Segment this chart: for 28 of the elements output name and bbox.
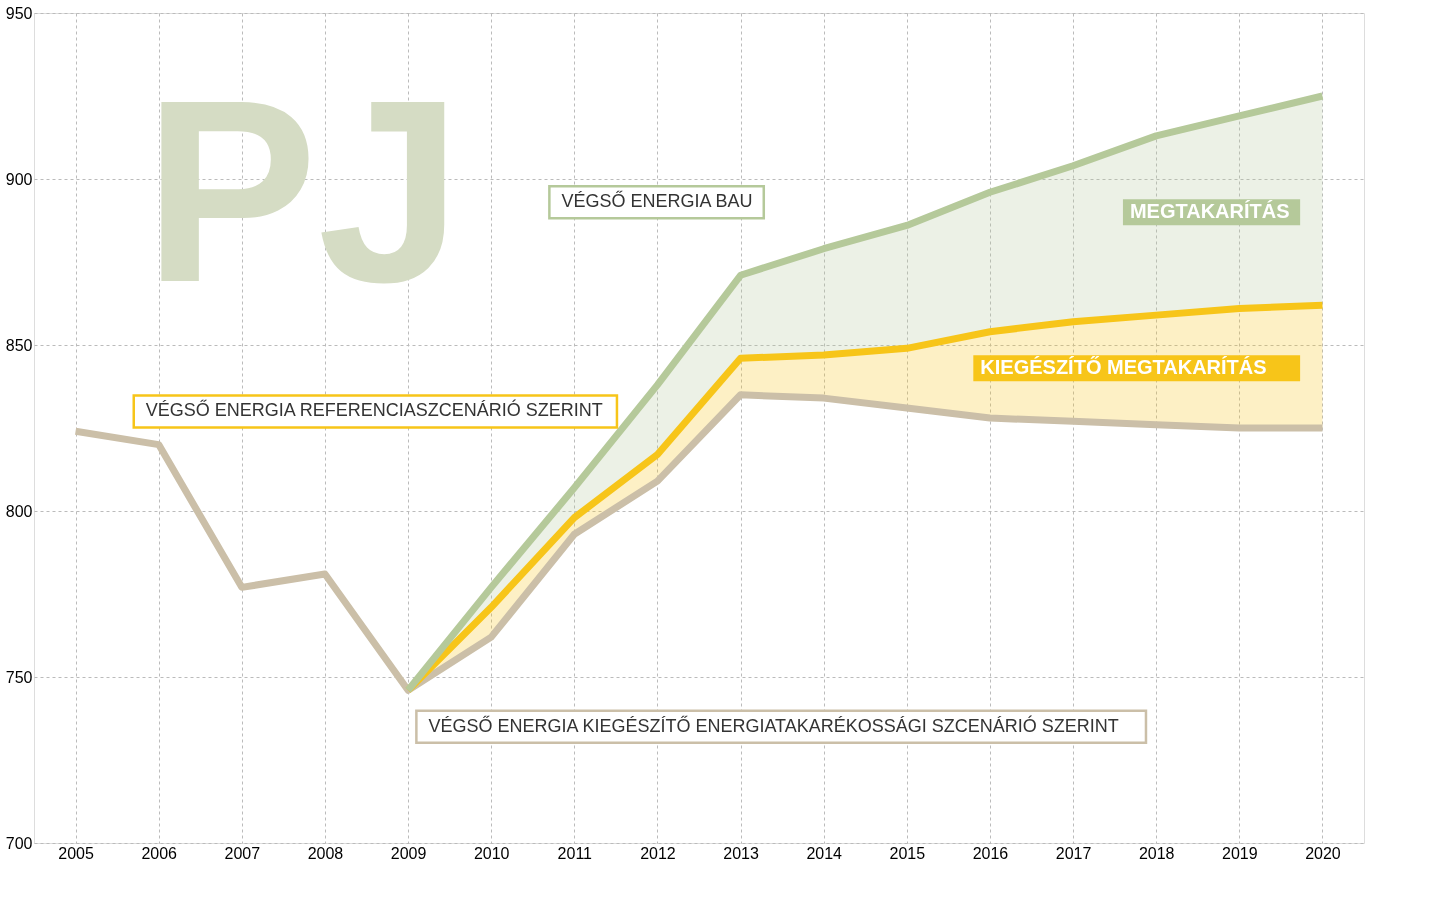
y-tick-label: 900 — [5, 170, 33, 188]
annotation: KIEGÉSZÍTŐ MEGTAKARÍTÁS — [980, 356, 1267, 379]
x-tick-label: 2019 — [1222, 844, 1258, 862]
y-tick-label: 950 — [5, 4, 33, 22]
y-tick-label: 800 — [5, 502, 33, 520]
y-tick-label: 700 — [5, 834, 33, 852]
x-tick-label: 2006 — [141, 844, 178, 862]
x-tick-label: 2017 — [1055, 844, 1092, 862]
x-tick-label: 2014 — [806, 844, 843, 862]
x-tick-label: 2015 — [889, 844, 926, 862]
annotation: MEGTAKARÍTÁS — [1129, 200, 1290, 223]
x-tick-label: 2012 — [640, 844, 676, 862]
y-axis-title: PJ — [144, 46, 463, 336]
series-label: VÉGSŐ ENERGIA KIEGÉSZÍTŐ ENERGIATAKARÉKOSSÁGI SZCENÁRIÓ SZERINT — [428, 714, 1119, 736]
text: VÉGSŐ ENERGIA REFERENCIASZCENÁRIÓ SZERINT — [145, 399, 603, 421]
x-tick-label: 2010 — [473, 844, 510, 862]
text: VÉGSŐ ENERGIA BAU — [561, 190, 753, 212]
y-tick-label: 750 — [5, 668, 33, 686]
x-tick-label: 2020 — [1305, 844, 1341, 862]
x-tick-label: 2016 — [972, 844, 1009, 862]
x-tick-label: 2013 — [723, 844, 759, 862]
x-tick-label: 2005 — [58, 844, 94, 862]
x-tick-label: 2008 — [307, 844, 344, 862]
x-tick-label: 2011 — [557, 844, 593, 862]
y-tick-label: 850 — [5, 336, 33, 354]
x-tick-label: 2018 — [1138, 844, 1175, 862]
x-tick-label: 2009 — [390, 844, 427, 862]
x-tick-label: 2007 — [224, 844, 261, 862]
